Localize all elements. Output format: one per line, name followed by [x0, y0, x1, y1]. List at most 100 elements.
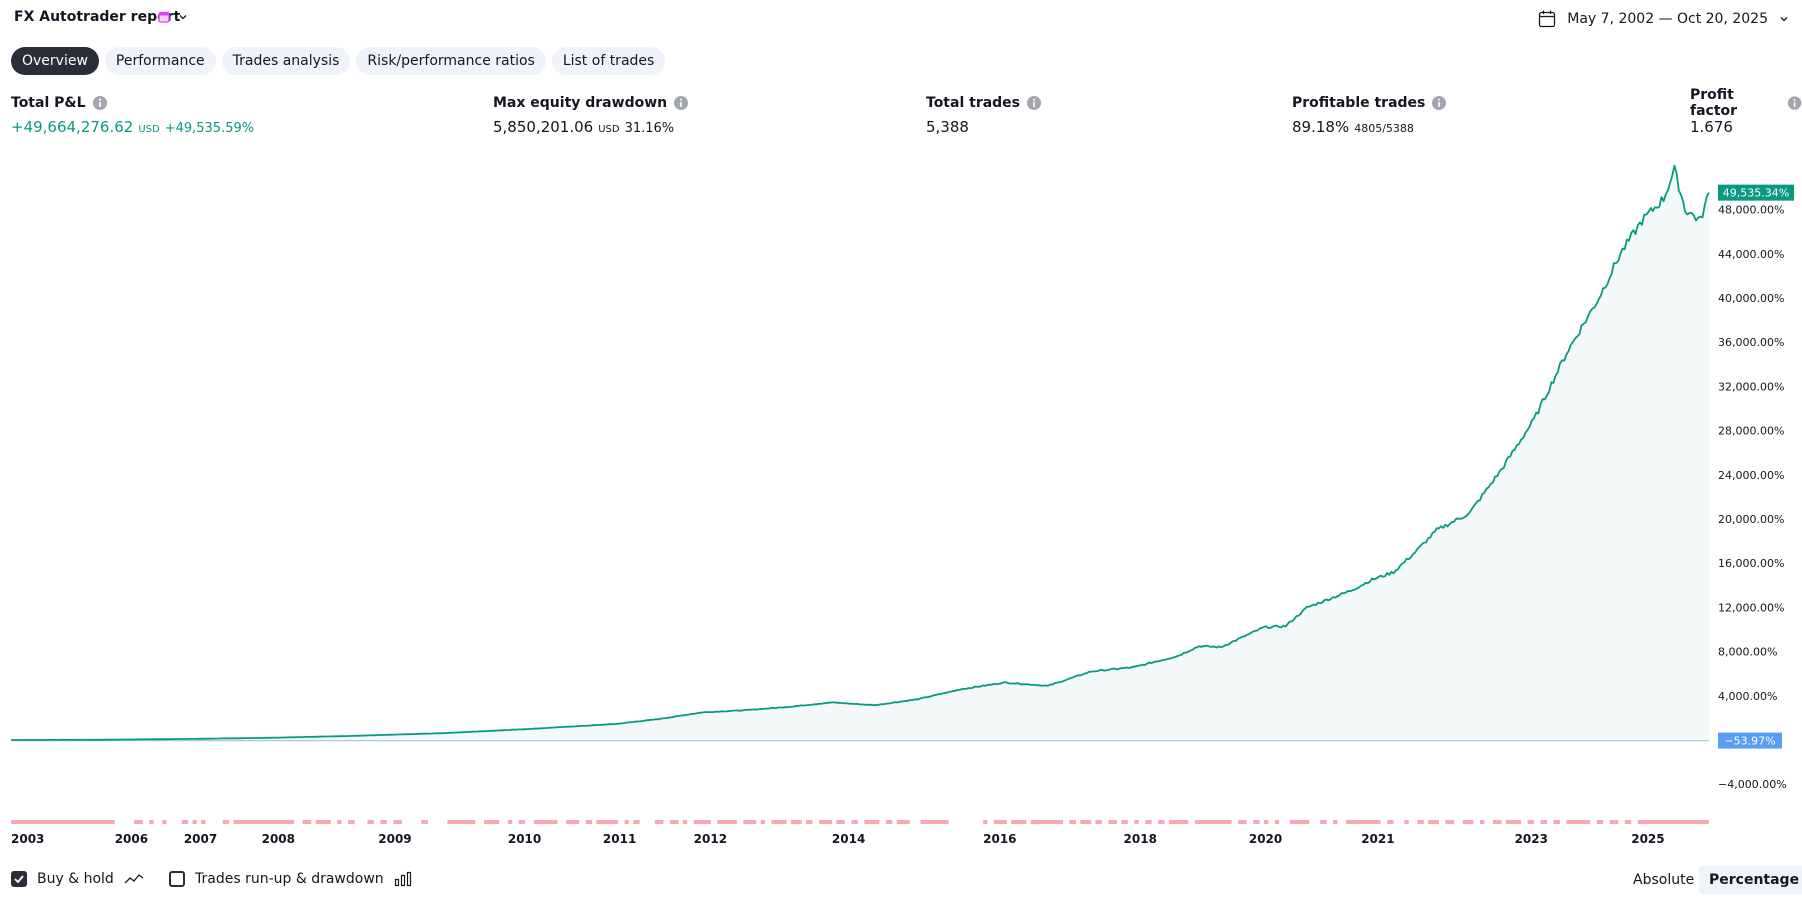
- x-tick-label: 2006: [115, 832, 148, 846]
- y-tick-label: 4,000.00%: [1718, 690, 1777, 703]
- metric-value: 89.18%: [1292, 118, 1350, 136]
- tab-trades-analysis[interactable]: Trades analysis: [221, 47, 351, 75]
- metric-label: Profit factor: [1690, 87, 1738, 119]
- chevron-down-icon[interactable]: [177, 11, 189, 23]
- drawdown-bar: [518, 820, 526, 824]
- drawdown-bar: [1445, 820, 1455, 824]
- drawdown-bar: [693, 820, 711, 824]
- drawdown-bar: [302, 820, 312, 824]
- report-header: FX Autotrader report May 7, 2002 — Oct 2…: [0, 0, 1802, 38]
- drawdown-bar: [836, 820, 845, 824]
- tab-risk-performance-ratios[interactable]: Risk/performance ratios: [356, 47, 546, 75]
- drawdown-bar: [1253, 820, 1260, 824]
- equity-chart[interactable]: 48,000.00% 44,000.00% 40,000.00% 36,000.00%…: [0, 150, 1802, 850]
- metric-profitable-trades: Profitable trades 89.18% 4805/5388: [1292, 93, 1447, 138]
- x-tick-label: 2009: [378, 832, 411, 846]
- drawdown-bar: [1417, 820, 1424, 824]
- date-range-label: May 7, 2002 — Oct 20, 2025: [1567, 11, 1768, 27]
- metric-max-drawdown: Max equity drawdown 5,850,201.06 USD 31.…: [493, 93, 689, 138]
- drawdown-bar: [1134, 820, 1139, 824]
- checkbox-checked[interactable]: [11, 871, 27, 887]
- drawdown-bar: [633, 820, 640, 824]
- drawdown-bar: [624, 820, 629, 824]
- calendar-icon: [1539, 10, 1556, 28]
- drawdown-bar: [1346, 820, 1381, 824]
- metric-unit: USD: [138, 124, 160, 135]
- y-tick-label: 48,000.00%: [1718, 204, 1784, 217]
- drawdown-bar: [447, 820, 476, 824]
- drawdown-bar: [885, 820, 893, 824]
- x-tick-label: 2021: [1361, 832, 1394, 846]
- drawdown-bar: [11, 820, 115, 824]
- drawdown-bar: [348, 820, 355, 824]
- drawdown-bar: [771, 820, 787, 824]
- buy-hold-last-label-bg: [1718, 732, 1782, 749]
- drawdown-bar: [1566, 820, 1591, 824]
- drawdown-bar: [1289, 820, 1310, 824]
- absolute-mode-button[interactable]: Absolute: [1633, 872, 1695, 888]
- x-tick-label: 2025: [1631, 832, 1664, 846]
- drawdown-bar: [1011, 820, 1027, 824]
- drawdown-bar: [654, 820, 664, 824]
- metric-percent: 31.16%: [624, 121, 675, 136]
- drawdown-bar: [1108, 820, 1118, 824]
- metric-unit: USD: [598, 124, 620, 135]
- drawdown-bar: [1095, 820, 1102, 824]
- drawdown-bar: [421, 820, 428, 824]
- drawdown-bar: [181, 820, 189, 824]
- drawdown-bar: [1480, 820, 1485, 824]
- drawdown-bar: [818, 820, 832, 824]
- percentage-mode-button[interactable]: Percentage: [1699, 866, 1802, 894]
- report-title: FX Autotrader report: [14, 9, 181, 25]
- info-icon[interactable]: [673, 95, 689, 111]
- metric-label: Total P&L: [11, 95, 86, 111]
- tab-overview[interactable]: Overview: [11, 47, 99, 75]
- y-tick-label: 16,000.00%: [1718, 557, 1784, 570]
- drawdown-bar: [1080, 820, 1092, 824]
- metric-label: Total trades: [926, 95, 1021, 111]
- metric-ratio: 4805/5388: [1354, 122, 1414, 135]
- info-icon[interactable]: [92, 95, 108, 111]
- metric-value: 5,388: [926, 118, 969, 136]
- buy-hold-label: Buy & hold: [37, 871, 114, 887]
- equity-last-label-bg: [1718, 184, 1794, 201]
- x-tick-label: 2003: [11, 832, 44, 846]
- checkbox-unchecked[interactable]: [169, 871, 185, 887]
- y-tick-label: 44,000.00%: [1718, 248, 1784, 261]
- line-chart-icon: [124, 874, 144, 884]
- metric-value: 5,850,201.06: [493, 118, 594, 136]
- drawdown-bar: [743, 820, 757, 824]
- tab-performance[interactable]: Performance: [104, 47, 216, 75]
- equity-area: [11, 165, 1709, 740]
- metric-value: 1.676: [1690, 118, 1733, 136]
- x-tick-label: 2023: [1515, 832, 1548, 846]
- buy-hold-checkbox[interactable]: Buy & hold: [11, 871, 144, 887]
- tab-list-of-trades[interactable]: List of trades: [551, 47, 666, 75]
- calendar-badge-icon[interactable]: [158, 11, 170, 23]
- info-icon[interactable]: [1787, 95, 1802, 111]
- x-tick-label: 2011: [603, 832, 636, 846]
- drawdown-bar: [1428, 820, 1439, 824]
- drawdown-bar: [1505, 820, 1522, 824]
- drawdown-bar: [337, 820, 342, 824]
- drawdown-bar: [507, 820, 513, 824]
- y-tick-label: 12,000.00%: [1718, 601, 1784, 614]
- drawdown-bar: [1194, 820, 1232, 824]
- drawdown-bar: [1030, 820, 1064, 824]
- drawdown-bar: [315, 820, 331, 824]
- info-icon[interactable]: [1026, 95, 1042, 111]
- check-icon: [14, 875, 24, 884]
- drawdown-bar: [1238, 820, 1247, 824]
- drawdown-bar: [1274, 820, 1280, 824]
- drawdown-bar: [669, 820, 679, 824]
- metric-profit-factor: Profit factor 1.676: [1690, 87, 1802, 138]
- chart-footer: Buy & hold Trades run-up & drawdown Abso…: [0, 866, 1802, 894]
- drawdown-bar: [1158, 820, 1165, 824]
- drawdown-bar: [222, 820, 230, 824]
- date-range-picker[interactable]: May 7, 2002 — Oct 20, 2025: [1537, 6, 1790, 32]
- runup-drawdown-checkbox[interactable]: Trades run-up & drawdown: [169, 871, 412, 887]
- y-tick-label: 20,000.00%: [1718, 513, 1784, 526]
- info-icon[interactable]: [1431, 95, 1447, 111]
- drawdown-bar: [993, 820, 1007, 824]
- metric-total-pnl: Total P&L +49,664,276.62 USD +49,535.59%: [11, 93, 254, 138]
